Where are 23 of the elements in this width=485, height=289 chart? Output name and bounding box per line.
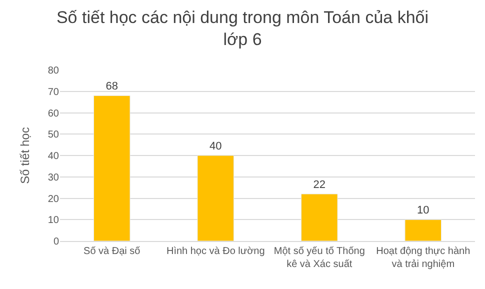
y-tick-label: 70 bbox=[48, 86, 60, 98]
y-tick-label: 10 bbox=[48, 215, 60, 226]
chart-title: Số tiết học các nội dung trong môn Toán của khối lớp 6 bbox=[56, 8, 429, 50]
y-tick-label: 80 bbox=[48, 66, 60, 76]
x-tick-label: Hoạt động thực hành và trải nghiệm bbox=[376, 246, 470, 270]
y-tick-label: 40 bbox=[48, 151, 60, 162]
data-label: 40 bbox=[210, 140, 222, 152]
x-tick-label: Một số yếu tố Thống kê và Xác suất bbox=[274, 246, 365, 270]
y-axis-title: Số tiết học bbox=[18, 127, 32, 184]
bar bbox=[404, 219, 442, 241]
y-tick-label: 0 bbox=[53, 236, 60, 248]
y-tick-label: 60 bbox=[48, 108, 60, 120]
bar bbox=[197, 155, 234, 241]
y-tick-label: 50 bbox=[48, 130, 60, 141]
x-tick-label: Hình học và Đo lường bbox=[166, 246, 265, 257]
data-label: 10 bbox=[417, 204, 430, 217]
data-label: 68 bbox=[106, 80, 118, 93]
bar bbox=[93, 95, 130, 241]
y-tick-label: 30 bbox=[48, 172, 60, 184]
bar bbox=[300, 194, 338, 241]
y-tick-label: 20 bbox=[48, 194, 60, 205]
x-tick-label: Số và Đại số bbox=[84, 246, 141, 257]
data-label: 22 bbox=[313, 178, 326, 191]
